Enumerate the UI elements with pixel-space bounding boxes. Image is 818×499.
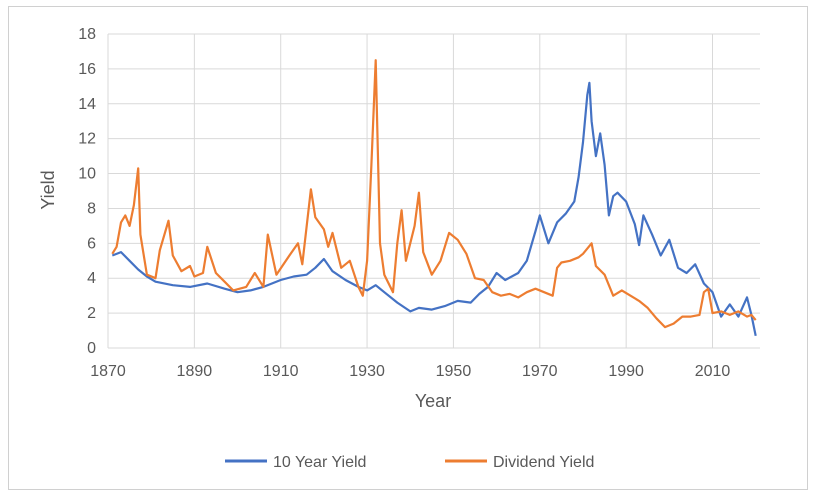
x-tick-label: 1890 xyxy=(177,363,213,380)
legend: 10 Year Yield Dividend Yield xyxy=(225,454,594,471)
x-tick-label: 2010 xyxy=(695,363,731,380)
dividend-yield-line xyxy=(111,59,757,329)
y-tick-label: 6 xyxy=(87,235,96,252)
y-axis-ticks: 0 2 4 6 8 10 12 14 16 18 xyxy=(78,26,96,357)
y-tick-label: 14 xyxy=(78,96,96,113)
x-axis-title: Year xyxy=(415,391,451,411)
x-tick-label: 1930 xyxy=(349,363,385,380)
x-tick-label: 1910 xyxy=(263,363,299,380)
y-tick-label: 16 xyxy=(78,61,96,78)
gridlines xyxy=(107,33,760,349)
x-tick-label: 1970 xyxy=(522,363,558,380)
series-lines xyxy=(111,59,757,337)
x-tick-label: 1990 xyxy=(608,363,644,380)
legend-label: 10 Year Yield xyxy=(273,454,366,471)
y-tick-label: 18 xyxy=(78,26,96,43)
x-tick-label: 1950 xyxy=(436,363,472,380)
ten-year-yield-line xyxy=(111,81,757,337)
y-tick-label: 12 xyxy=(78,131,96,148)
y-tick-label: 4 xyxy=(87,270,96,287)
y-tick-label: 10 xyxy=(78,166,96,183)
y-tick-label: 2 xyxy=(87,305,96,322)
x-tick-label: 1870 xyxy=(90,363,126,380)
y-tick-label: 8 xyxy=(87,200,96,217)
y-tick-label: 0 xyxy=(87,340,96,357)
x-axis-ticks: 1870 1890 1910 1930 1950 1970 1990 2010 xyxy=(90,363,730,380)
y-axis-title: Yield xyxy=(38,170,58,209)
legend-label: Dividend Yield xyxy=(493,454,594,471)
